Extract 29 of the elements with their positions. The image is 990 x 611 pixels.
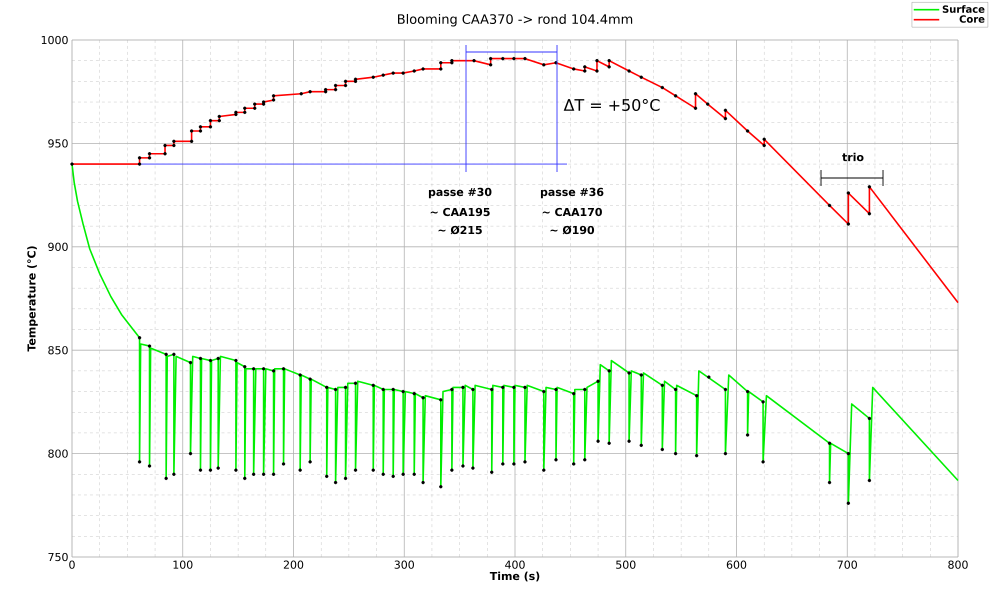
annotation: trio bbox=[842, 152, 864, 162]
y-tick-label: 950 bbox=[48, 139, 68, 148]
x-tick-label: 300 bbox=[394, 560, 414, 569]
x-tick-label: 0 bbox=[69, 560, 75, 569]
chart-title: Blooming CAA370 -> rond 104.4mm bbox=[398, 14, 632, 26]
y-tick-label: 900 bbox=[48, 242, 68, 251]
x-tick-label: 200 bbox=[284, 560, 304, 569]
y-tick-label: 850 bbox=[48, 346, 68, 354]
legend-label: Core bbox=[960, 15, 984, 23]
legend-label: Surface bbox=[942, 5, 984, 13]
annotation: ~ CAA195 bbox=[430, 208, 490, 216]
annotation: ~ Ø190 bbox=[550, 226, 594, 234]
annotation: passe #30 bbox=[428, 188, 492, 198]
x-axis-title: Time (s) bbox=[490, 572, 540, 582]
x-tick-label: 600 bbox=[726, 560, 746, 569]
annotation: passe #36 bbox=[540, 188, 604, 198]
annotation: ~ Ø215 bbox=[438, 226, 482, 234]
x-tick-label: 800 bbox=[948, 560, 968, 569]
x-tick-label: 500 bbox=[616, 560, 636, 569]
x-tick-label: 400 bbox=[505, 560, 525, 569]
y-tick-label: 1000 bbox=[42, 36, 68, 44]
y-tick-label: 750 bbox=[48, 552, 68, 562]
y-axis-title: Temperature (°C) bbox=[27, 246, 38, 352]
x-tick-label: 700 bbox=[838, 560, 857, 569]
line-series bbox=[71, 163, 959, 504]
y-tick-label: 800 bbox=[48, 449, 68, 458]
annotation: ~ CAA170 bbox=[542, 208, 602, 216]
x-tick-label: 100 bbox=[173, 560, 192, 569]
annotation: ΔT = +50°C bbox=[564, 98, 660, 112]
